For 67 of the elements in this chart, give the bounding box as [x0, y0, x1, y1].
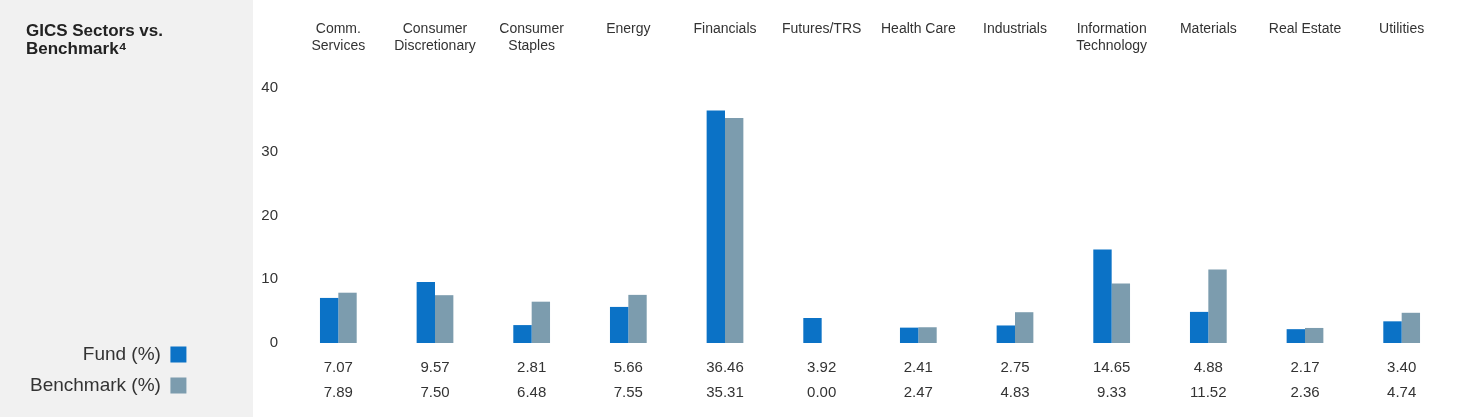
bar	[706, 110, 725, 343]
legend-label: Fund (%)	[82, 342, 161, 364]
x-tick-label: Energy	[606, 19, 651, 36]
data-label: 11.52	[1190, 382, 1227, 400]
data-label: 4.83	[1000, 382, 1030, 400]
data-label: 3.40	[1387, 357, 1417, 375]
bar	[1401, 312, 1421, 343]
data-label: 7.07	[323, 357, 353, 375]
x-tick-label: Financials	[693, 19, 757, 36]
data-label: 2.81	[517, 357, 547, 375]
bar	[338, 292, 357, 343]
data-label: 14.65	[1092, 357, 1131, 375]
y-tick-label: 20	[261, 205, 278, 223]
bar	[803, 318, 822, 343]
x-tick-label: Industrials	[983, 19, 1047, 36]
bar	[531, 301, 551, 343]
data-label: 2.75	[1000, 357, 1030, 375]
data-label: 7.50	[420, 382, 450, 400]
x-tick-label: Consumer Discretionary	[394, 19, 476, 53]
data-label: 7.55	[613, 382, 643, 400]
bar	[416, 281, 435, 343]
bar	[628, 294, 647, 343]
y-tick-label: 40	[261, 78, 278, 96]
text: GICS Sectors vs. Benchmark⁴	[26, 21, 164, 58]
x-tick-label: Comm. Services	[311, 19, 366, 53]
x-tick-label: Information Technology	[1076, 19, 1148, 53]
data-label: 6.48	[517, 382, 547, 400]
x-tick-label: Real Estate	[1268, 19, 1342, 36]
bar	[1286, 329, 1305, 343]
x-tick-label: Health Care	[880, 19, 956, 36]
y-tick-label: 30	[261, 141, 278, 159]
bar	[725, 117, 744, 343]
y-tick-label: 10	[261, 269, 278, 287]
data-label: 0.00	[807, 382, 837, 400]
bar	[1305, 327, 1324, 343]
data-label: 2.17	[1290, 357, 1320, 375]
bar	[1093, 249, 1112, 343]
x-tick-label: Materials	[1179, 19, 1237, 36]
data-label: 3.92	[807, 357, 837, 375]
data-label: 2.47	[903, 382, 933, 400]
bar	[1015, 312, 1034, 343]
x-tick-label: Consumer Staples	[499, 19, 565, 53]
data-label: 4.88	[1193, 357, 1223, 375]
y-tick-label: 0	[269, 333, 278, 351]
bar	[1208, 269, 1227, 343]
bar	[1383, 321, 1402, 343]
data-label: 4.74	[1387, 382, 1417, 400]
legend-label: Benchmark (%)	[30, 373, 161, 395]
x-tick-label: Utilities	[1379, 19, 1425, 36]
bar	[609, 306, 629, 343]
bar	[1189, 311, 1209, 343]
data-label: 2.36	[1290, 382, 1320, 400]
data-label: 9.57	[420, 357, 450, 375]
data-label: 35.31	[706, 382, 744, 400]
bar	[1111, 283, 1131, 343]
data-label: 7.89	[323, 382, 353, 400]
bar	[513, 325, 532, 343]
bar	[996, 325, 1015, 343]
data-label: 36.46	[706, 357, 744, 375]
data-label: 2.41	[903, 357, 933, 375]
data-label: 5.66	[613, 357, 643, 375]
bar	[319, 297, 339, 343]
bar	[899, 327, 919, 343]
bar	[435, 295, 454, 343]
x-tick-label: Futures/TRS	[781, 19, 862, 36]
bar	[918, 327, 937, 343]
data-label: 9.33	[1097, 382, 1127, 400]
